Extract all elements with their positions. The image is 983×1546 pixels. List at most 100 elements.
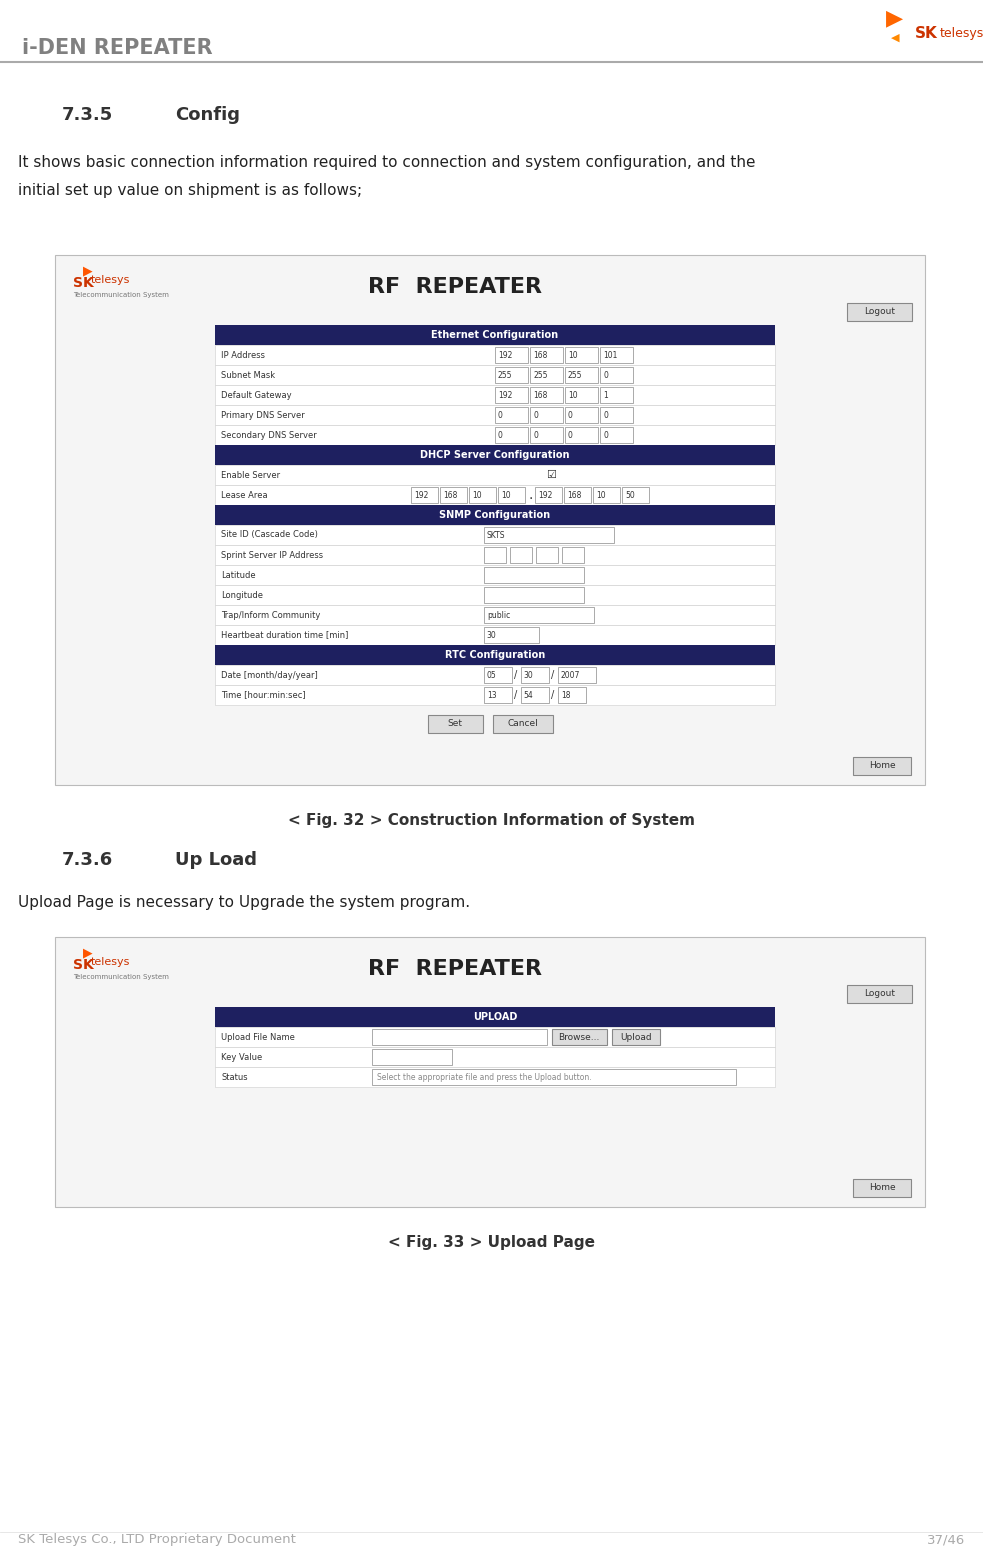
Bar [484, 587, 584, 603]
Text: 192: 192 [498, 391, 512, 399]
Text: Default Gateway: Default Gateway [221, 391, 292, 399]
Bar [215, 1006, 775, 1027]
Bar [55, 937, 925, 1207]
Bar [530, 346, 563, 363]
Bar [530, 366, 563, 383]
Bar [215, 645, 775, 665]
Bar [492, 714, 552, 733]
Bar [372, 1030, 547, 1045]
Bar [557, 666, 596, 683]
Text: 7.3.6: 7.3.6 [62, 850, 113, 869]
Text: 101: 101 [603, 351, 617, 360]
Bar [593, 487, 620, 502]
Bar [853, 758, 911, 775]
Bar [215, 665, 775, 685]
Text: Status: Status [221, 1073, 248, 1082]
Bar [600, 346, 633, 363]
Bar [215, 1067, 775, 1087]
Bar [600, 407, 633, 424]
Bar [521, 666, 549, 683]
Bar [600, 386, 633, 404]
Bar [495, 386, 528, 404]
Text: Select the appropriate file and press the Upload button.: Select the appropriate file and press th… [376, 1073, 592, 1082]
Bar [495, 427, 528, 444]
Text: ▶: ▶ [83, 264, 92, 277]
Bar [530, 386, 563, 404]
Text: Time [hour:min:sec]: Time [hour:min:sec] [221, 691, 306, 699]
Bar [484, 547, 506, 563]
Text: < Fig. 33 > Upload Page: < Fig. 33 > Upload Page [388, 1235, 595, 1249]
Text: /: / [514, 669, 517, 680]
Bar [495, 346, 528, 363]
Bar [215, 546, 775, 564]
Text: 0: 0 [603, 411, 607, 419]
Bar [484, 628, 539, 643]
Bar [55, 255, 925, 785]
Text: Home: Home [869, 762, 896, 770]
Text: Cancel: Cancel [507, 719, 538, 728]
Text: SK: SK [915, 25, 938, 40]
Bar [495, 366, 528, 383]
Text: 0: 0 [533, 430, 538, 439]
Text: Secondary DNS Server: Secondary DNS Server [221, 430, 317, 439]
Text: UPLOAD: UPLOAD [473, 1013, 517, 1022]
Bar [215, 564, 775, 584]
Text: 255: 255 [498, 371, 512, 379]
Text: SK: SK [73, 959, 93, 972]
Text: public: public [487, 611, 510, 620]
Bar [372, 1050, 452, 1065]
Text: Ethernet Configuration: Ethernet Configuration [432, 329, 558, 340]
Bar [484, 686, 512, 703]
Text: Site ID (Cascade Code): Site ID (Cascade Code) [221, 530, 318, 540]
Text: i-DEN REPEATER: i-DEN REPEATER [22, 39, 212, 59]
Text: DHCP Server Configuration: DHCP Server Configuration [421, 450, 570, 461]
Bar [484, 567, 584, 583]
Text: 30: 30 [487, 631, 496, 640]
Bar [600, 366, 633, 383]
Text: Upload Page is necessary to Upgrade the system program.: Upload Page is necessary to Upgrade the … [18, 895, 470, 909]
Text: Date [month/day/year]: Date [month/day/year] [221, 671, 318, 680]
Text: RF  REPEATER: RF REPEATER [369, 959, 543, 979]
Bar [484, 666, 512, 683]
Text: 0: 0 [498, 430, 503, 439]
Text: ◀: ◀ [891, 32, 899, 43]
Bar [215, 506, 775, 526]
Text: Upload File Name: Upload File Name [221, 1033, 295, 1042]
Text: 192: 192 [498, 351, 512, 360]
Bar [510, 547, 532, 563]
Bar [215, 385, 775, 405]
Bar [215, 526, 775, 546]
Bar [565, 386, 598, 404]
Text: 0: 0 [568, 430, 573, 439]
Text: It shows basic connection information required to connection and system configur: It shows basic connection information re… [18, 155, 756, 170]
Text: Home: Home [869, 1184, 896, 1192]
Text: telesys: telesys [91, 957, 131, 966]
Text: 0: 0 [603, 371, 607, 379]
Bar [469, 487, 496, 502]
Text: < Fig. 32 > Construction Information of System: < Fig. 32 > Construction Information of … [288, 813, 695, 827]
Text: 10: 10 [568, 351, 578, 360]
Text: 10: 10 [568, 391, 578, 399]
Text: 168: 168 [533, 391, 548, 399]
Text: 0: 0 [533, 411, 538, 419]
Bar [428, 714, 483, 733]
Bar [562, 547, 584, 563]
Text: 0: 0 [568, 411, 573, 419]
Bar [611, 1030, 660, 1045]
Bar [622, 487, 649, 502]
Text: SK: SK [73, 277, 93, 291]
Bar [600, 427, 633, 444]
Bar [215, 365, 775, 385]
Bar [565, 346, 598, 363]
Text: 10: 10 [472, 490, 482, 499]
Text: Longitude: Longitude [221, 591, 263, 600]
Text: Config: Config [175, 107, 240, 124]
Bar [847, 303, 912, 322]
Text: 255: 255 [533, 371, 548, 379]
Text: RF  REPEATER: RF REPEATER [369, 277, 543, 297]
Text: Set: Set [448, 719, 463, 728]
Bar [535, 487, 562, 502]
Bar [557, 686, 586, 703]
Bar [215, 1047, 775, 1067]
Text: Lease Area: Lease Area [221, 490, 267, 499]
